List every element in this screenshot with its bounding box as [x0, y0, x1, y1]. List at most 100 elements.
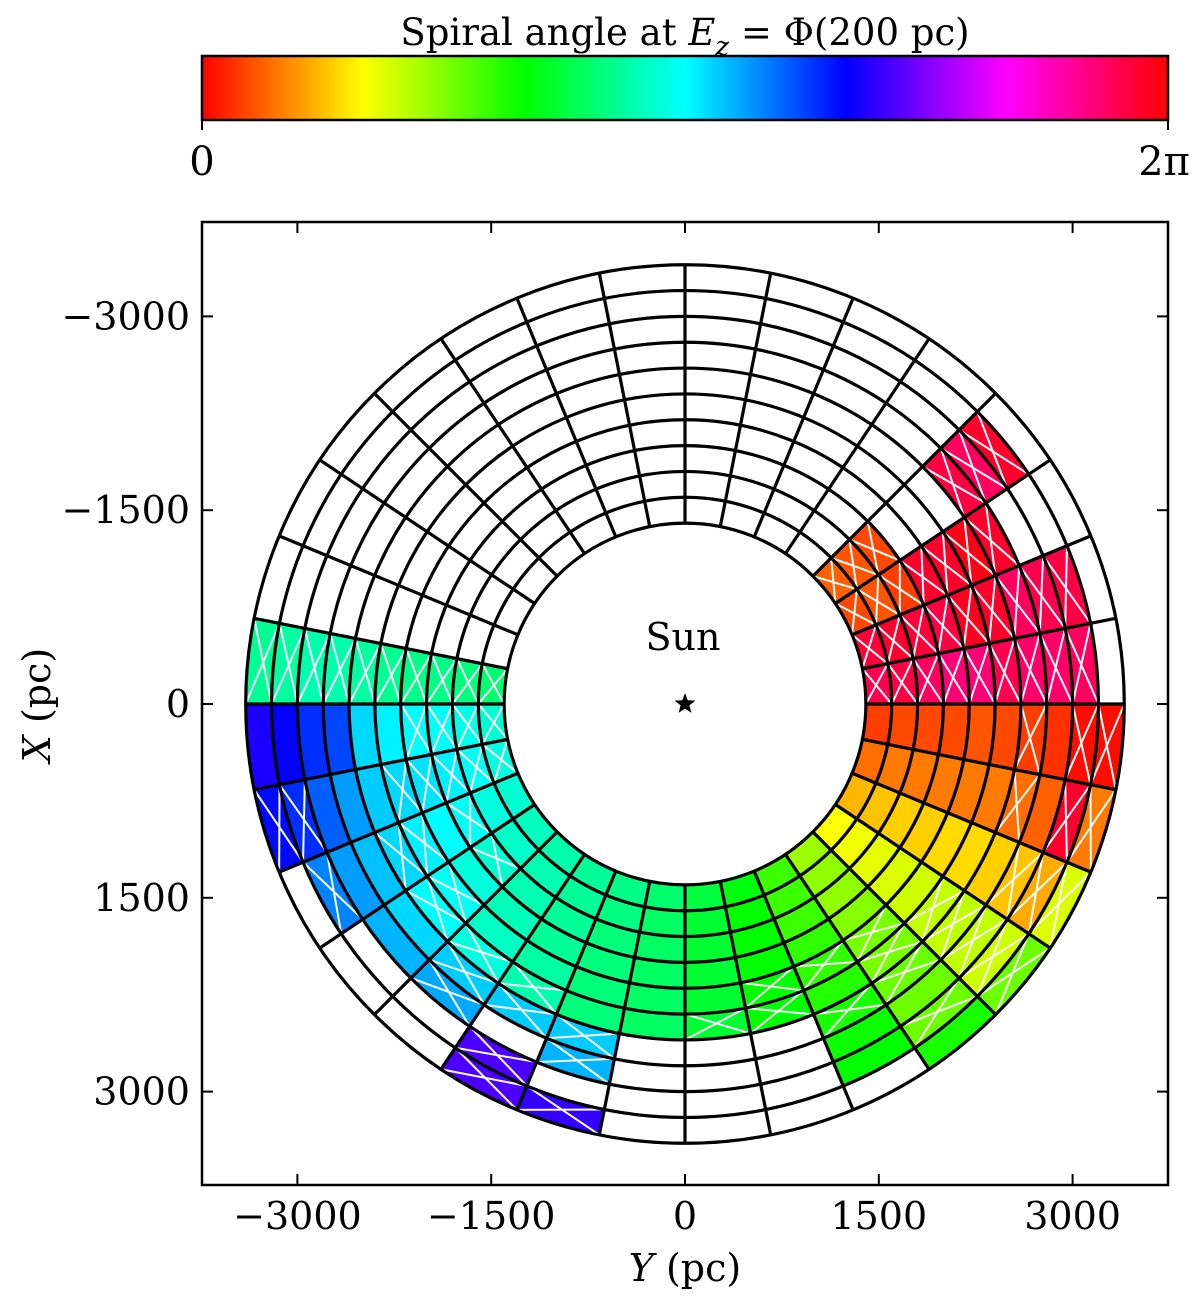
hatch-line [871, 958, 942, 985]
heatmap-cell [922, 448, 986, 518]
hatch-line [968, 643, 991, 705]
hatch-line [684, 1013, 751, 1035]
hatch-line [545, 1037, 610, 1085]
heatmap-cell [685, 982, 746, 1015]
hatch-line [912, 604, 925, 659]
hatch-line [456, 748, 495, 784]
heatmap-cell [326, 842, 385, 920]
grid-spoke [851, 771, 1092, 874]
heatmap-cell [639, 906, 685, 937]
hatch-line [1071, 623, 1092, 705]
colorbar-max-label: 2π [1138, 139, 1190, 185]
hatch-line [481, 703, 505, 745]
heatmap-cell [355, 764, 399, 833]
hatch-line [922, 604, 965, 650]
heatmap-cell [465, 904, 528, 962]
hatch-line [1042, 784, 1092, 853]
grid-spoke [851, 534, 1092, 637]
grid-spoke [752, 870, 855, 1111]
hatch-line [469, 846, 521, 870]
hatch-line [405, 703, 428, 760]
hatch-line [270, 627, 306, 705]
heatmap-cell [856, 783, 900, 834]
hatch-line [447, 861, 467, 924]
hatch-line [374, 648, 408, 705]
heatmap-cell [831, 818, 879, 869]
heatmap-cell [828, 886, 886, 941]
grid-spoke [834, 803, 1052, 950]
heatmap-cell [527, 918, 587, 967]
heatmap-cell [940, 429, 1008, 504]
grid-spoke [718, 272, 773, 527]
heatmap-cell [470, 783, 514, 834]
heatmap-cell [735, 942, 794, 983]
heatmap-cell [619, 1008, 685, 1040]
heatmap-cell [1028, 862, 1091, 949]
heatmap-cell [555, 875, 606, 919]
x-tick-label: −3000 [233, 1194, 362, 1238]
hatch-line [890, 658, 914, 705]
y-axis-title: X (pc) [15, 648, 59, 765]
grid-spoke [278, 534, 519, 637]
y-tick-label: 1500 [93, 876, 190, 920]
hatch-line [744, 965, 795, 1009]
hatch-line [379, 643, 402, 705]
grid-spoke [784, 337, 931, 555]
hatch-line [937, 595, 949, 654]
heatmap-cell [799, 850, 850, 898]
grid-spoke [811, 830, 997, 1016]
heatmap-cell [685, 957, 741, 989]
heatmap-cell [831, 539, 879, 590]
hatch-line [446, 941, 485, 1006]
hatch-line [877, 573, 925, 606]
hatch-line [405, 648, 428, 705]
grid-spoke [515, 870, 618, 1111]
heatmap-cell [947, 759, 990, 823]
heatmap-cell [470, 833, 521, 887]
grid-spoke [784, 853, 931, 1071]
hatch-line [1019, 633, 1041, 705]
heatmap-cell [812, 557, 857, 604]
heatmap-cell [685, 932, 736, 963]
grid-spoke [253, 737, 508, 792]
hatch-line [481, 663, 505, 705]
heatmap-cell [570, 854, 616, 895]
heatmap-cell [629, 957, 685, 989]
hatch-line [886, 614, 901, 664]
heatmap-cell [448, 847, 503, 905]
heatmap-cell [959, 411, 1029, 489]
hatch-line [430, 653, 454, 705]
x-tick-label: −1500 [427, 1194, 556, 1238]
hatch-line [445, 749, 458, 804]
hatch-line [793, 960, 858, 968]
hatch-line [511, 961, 558, 1015]
hatch-line [451, 703, 484, 745]
hatch-line [244, 622, 281, 705]
heatmap-cell [491, 818, 539, 869]
hatch-line [454, 1047, 518, 1111]
hatch-line [976, 947, 1051, 998]
heatmap-cell [405, 876, 466, 942]
heatmap-cell [963, 704, 996, 765]
grid-spoke [318, 458, 536, 605]
heatmap-cell [783, 918, 843, 967]
heatmap-cell [823, 1004, 901, 1063]
heatmap-cell [410, 959, 485, 1027]
hatch-line [399, 653, 433, 705]
grid-spoke [862, 737, 1117, 792]
heatmap-cell [857, 923, 923, 984]
hatch-line [830, 557, 837, 604]
hatch-line [430, 753, 471, 794]
hatch-line [856, 904, 887, 963]
x-axis-title: Y (pc) [629, 1246, 741, 1290]
heatmap-cell [484, 886, 542, 941]
grid-spoke [253, 616, 508, 671]
hatch-line [851, 589, 858, 635]
heatmap-cell [856, 574, 900, 625]
heatmap-cell [422, 802, 471, 862]
heatmap-cell [959, 919, 1029, 997]
hatch-line [958, 932, 1030, 979]
hatch-line [1013, 703, 1048, 770]
hatch-line [555, 1013, 616, 1060]
hatch-line [425, 703, 458, 750]
